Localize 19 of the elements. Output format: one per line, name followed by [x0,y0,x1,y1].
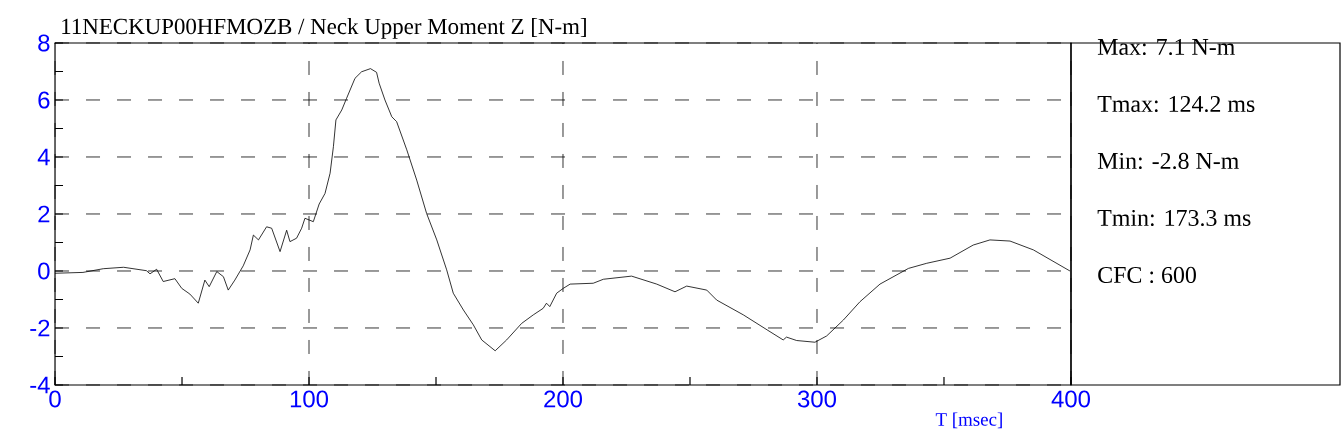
y-tick-label: -2 [30,319,50,337]
x-tick-label: 400 [1051,390,1090,408]
text: CFC : 600 [1098,266,1196,284]
x-tick-label: 200 [544,390,582,408]
x-tick-label: 300 [797,390,836,408]
y-tick-label: 2 [38,205,50,223]
y-tick-label: 8 [38,34,50,52]
y-tick-label: -4 [30,376,50,394]
text: Tmax: 124.2 ms [1097,95,1255,113]
text: Min: -2.8 N-m [1097,152,1239,170]
chart-title: 11NECKUP00HFMOZB / Neck Upper Moment Z [N-m] [62,18,586,39]
x-tick-label: 0 [49,390,61,408]
y-tick-label: 4 [37,148,50,166]
text: Max: 7.1 N-m [1097,38,1235,56]
x-tick-label: 100 [290,390,329,408]
y-tick-label: 0 [38,262,50,280]
x-axis-title: T [msec] [935,412,1002,429]
y-tick-label: 6 [38,91,50,109]
text: Tmin: 173.3 ms [1097,209,1251,227]
